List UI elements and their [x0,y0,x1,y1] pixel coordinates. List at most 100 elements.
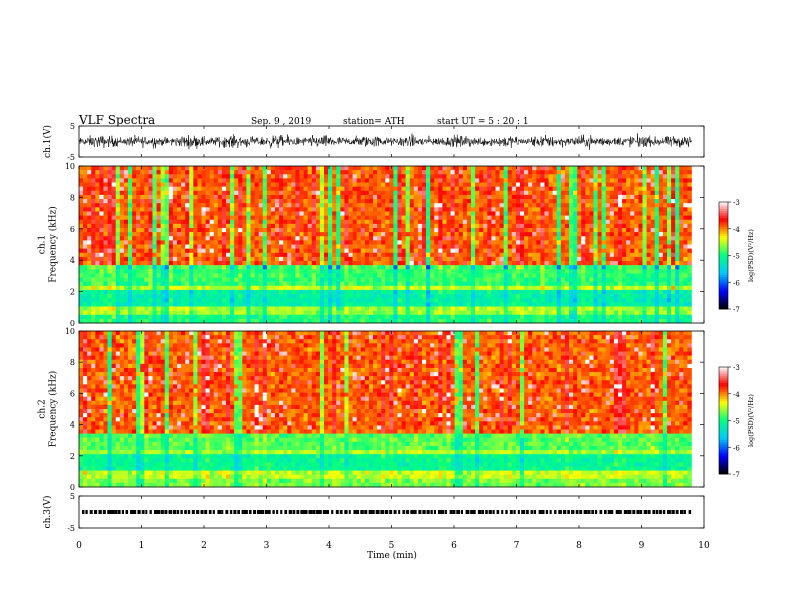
spectrogram-cell [573,227,578,233]
spectrogram-cell [307,174,313,179]
spectrogram-cell [119,314,125,320]
spectrogram-cell [352,236,357,241]
spectrogram-cell [479,252,484,258]
spectrogram-cell [83,215,88,221]
spectrogram-cell [177,252,182,258]
spectrogram-cell [609,236,615,241]
spectrogram-cell [291,294,296,299]
spectrogram-cell [262,190,268,196]
spectrogram-cell [140,223,145,229]
spectrogram-cell [315,252,321,258]
spectrogram-cell [352,207,357,212]
spectrogram-cell [266,281,272,287]
spectrogram-cell [177,314,182,320]
spectrogram-cell [503,170,509,175]
spectrogram-cell [275,289,280,295]
spectrogram-cell [556,310,562,316]
spectrogram-cell [250,318,255,324]
spectrogram-cell [332,244,337,249]
spectrogram-cell [475,203,480,208]
spectrogram-cell [548,203,553,208]
spectrogram-cell [340,318,345,324]
spectrogram-cell [446,252,451,258]
spectrogram-cell [524,285,529,291]
spectrogram-cell [221,285,227,291]
spectrogram-cell [91,215,96,221]
spectrogram-cell [87,285,92,291]
spectrogram-cell [254,240,259,245]
spectrogram-cell [487,244,492,249]
spectrogram-cell [348,261,353,266]
spectrogram-cell [209,302,215,307]
spectrogram-cell [266,285,272,291]
spectrogram-cell [511,215,517,221]
spectrogram-cell [417,273,423,278]
spectrogram-cell [87,178,92,183]
spectrogram-cell [197,232,202,237]
spectrogram-cell [128,186,133,192]
spectrogram-cell [352,227,357,233]
spectrogram-cell [185,306,190,311]
spectrogram-cell [605,227,611,233]
spectrogram-cell [148,289,153,295]
spectrogram-cell [254,306,259,311]
spectrogram-cell [352,277,357,282]
spectrogram-cell [532,215,537,221]
spectrogram-cell [426,211,431,216]
spectrogram-cell [311,289,317,295]
spectrogram-cell [528,182,533,187]
spectrogram-cell [156,256,161,262]
spectrogram-cell [279,252,284,258]
spectrogram-cell [417,166,423,171]
spectrogram-cell [246,174,251,179]
spectrogram-cell [364,306,370,311]
spectrogram-cell [397,310,402,316]
spectrogram-cell [340,178,345,183]
spectrogram-cell [103,261,108,266]
spectrogram-cell [250,256,255,262]
spectrogram-cell [262,294,268,299]
spectrogram-cell [552,256,558,262]
spectrogram-cell [491,256,496,262]
spectrogram-cell [205,186,210,192]
spectrogram-cell [160,285,166,291]
spectrogram-cell [266,273,272,278]
spectrogram-cell [528,269,533,274]
spectrogram-cell [238,318,243,324]
spectrogram-cell [569,215,574,221]
spectrogram-cell [275,298,280,303]
spectrogram-cell [442,219,447,225]
spectrogram-cell [307,310,313,316]
spectrogram-cell [238,252,243,258]
spectrogram-cell [160,199,166,204]
spectrogram-cell [540,219,545,225]
spectrogram-cell [99,194,104,200]
spectrogram-cell [103,190,108,196]
spectrogram-cell [164,265,170,270]
spectrogram-cell [601,306,607,311]
spectrogram-cell [556,265,562,270]
spectrogram-cell [91,166,96,171]
spectrogram-cell [569,294,574,299]
spectrogram-cell [189,318,194,324]
spectrogram-cell [499,302,504,307]
spectrogram-cell [303,182,308,187]
spectrogram-cell [511,207,517,212]
spectrogram-cell [609,170,615,175]
spectrogram-cell [99,273,104,278]
spectrogram-cell [585,318,590,324]
spectrogram-cell [177,223,182,229]
spectrogram-cell [344,174,349,179]
spectrogram-cell [462,273,468,278]
spectrogram-cell [471,186,476,192]
spectrogram-cell [348,248,353,254]
spectrogram-cell [589,223,594,229]
spectrogram-cell [148,211,153,216]
spectrogram-cell [368,269,374,274]
spectrogram-cell [544,269,549,274]
spectrogram-cell [307,182,313,187]
spectrogram-cell [193,232,198,237]
spectrogram-cell [589,194,594,200]
spectrogram-cell [397,294,402,299]
spectrogram-cell [250,281,255,287]
